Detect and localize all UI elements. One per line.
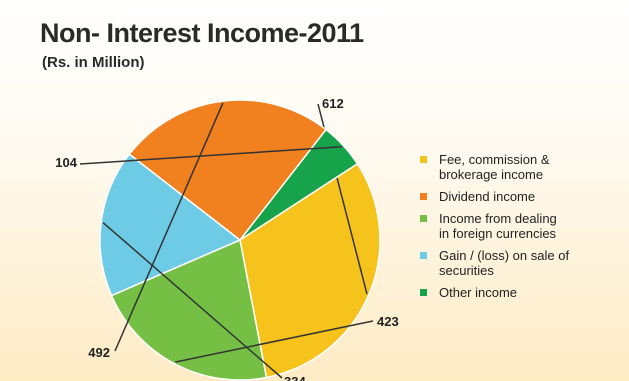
pie-slice-1 [239, 162, 381, 379]
slice-value-label: 423 [377, 314, 399, 329]
legend-label-line1: Income from dealing [439, 211, 557, 226]
legend-item-dividend: Dividend income [418, 189, 618, 204]
legend-label-line2: securities [439, 263, 494, 278]
legend-item-securities: Gain / (loss) on sale of securities [418, 248, 618, 278]
slice-value-label: 612 [322, 96, 344, 111]
slice-value-label: 334 [284, 374, 306, 381]
legend-item-fee-commission: Fee, commission & brokerage income [418, 152, 618, 182]
leader-line [114, 102, 224, 352]
pie-slice-5 [239, 128, 359, 241]
pie-slice-4 [128, 99, 328, 242]
legend-item-foreign-currencies: Income from dealing in foreign currencie… [418, 211, 618, 241]
legend: Fee, commission & brokerage income Divid… [418, 152, 618, 307]
leader-line [79, 145, 342, 165]
chart-title: Non- Interest Income-2011 [40, 18, 364, 48]
legend-label-line2: brokerage income [439, 167, 544, 182]
legend-swatch [420, 252, 427, 259]
legend-label-line1: Gain / (loss) on sale of [439, 248, 570, 263]
legend-label-line1: Other income [439, 285, 518, 300]
legend-swatch [420, 156, 427, 163]
slice-value-label: 492 [88, 345, 110, 360]
legend-swatch [420, 193, 427, 200]
legend-swatch [420, 215, 427, 222]
legend-label-line2: in foreign currencies [439, 226, 557, 241]
leader-line [175, 320, 374, 363]
pie-slice-2 [110, 238, 268, 381]
chart-subtitle: (Rs. in Million) [42, 54, 145, 71]
legend-label-line1: Dividend income [439, 189, 536, 204]
legend-item-other: Other income [418, 285, 618, 300]
slice-value-label: 104 [55, 155, 77, 170]
legend-label-line1: Fee, commission & [439, 152, 550, 167]
leader-line [102, 222, 283, 379]
legend-swatch [420, 289, 427, 296]
